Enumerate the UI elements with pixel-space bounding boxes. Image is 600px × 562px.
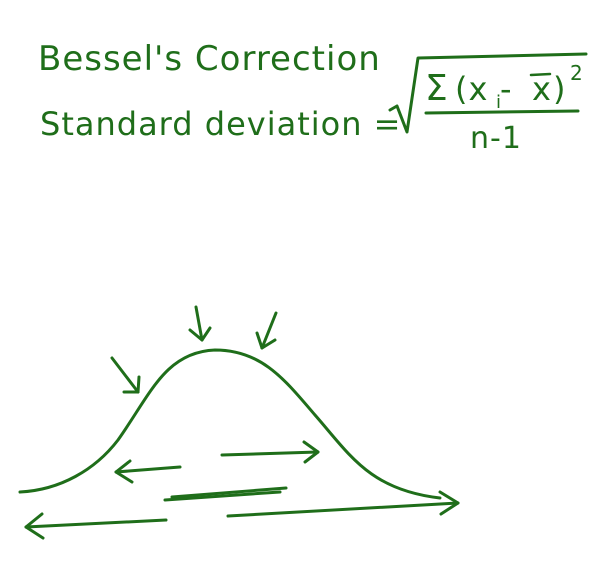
down-arrow-right [255, 311, 278, 350]
formula-label: Standard deviation = [40, 105, 401, 143]
right-arrow-upper [220, 440, 320, 464]
square-root-symbol [388, 52, 588, 134]
right-arrow-lower [226, 490, 460, 518]
underline-strokes [163, 486, 288, 502]
down-arrow-center [188, 305, 212, 342]
left-arrow-lower [24, 512, 168, 540]
fraction-bar [424, 109, 580, 115]
numerator-xbar: x [532, 70, 552, 108]
numerator-subscript: i [496, 92, 502, 113]
numerator-sigma: Σ [425, 68, 449, 109]
formula-denominator: n-1 [470, 121, 522, 156]
numerator-exponent: 2 [570, 61, 584, 85]
formula-numerator: Σ (x i - x ) 2 [425, 61, 584, 113]
down-arrow-left [110, 356, 141, 394]
bell-curve [18, 348, 442, 500]
title: Bessel's Correction [38, 39, 381, 79]
left-arrow-upper [114, 459, 182, 484]
numerator-close: ) [553, 70, 566, 108]
numerator-open: (x [455, 70, 488, 108]
numerator-minus: - [500, 70, 513, 108]
xbar-overline [529, 72, 552, 77]
